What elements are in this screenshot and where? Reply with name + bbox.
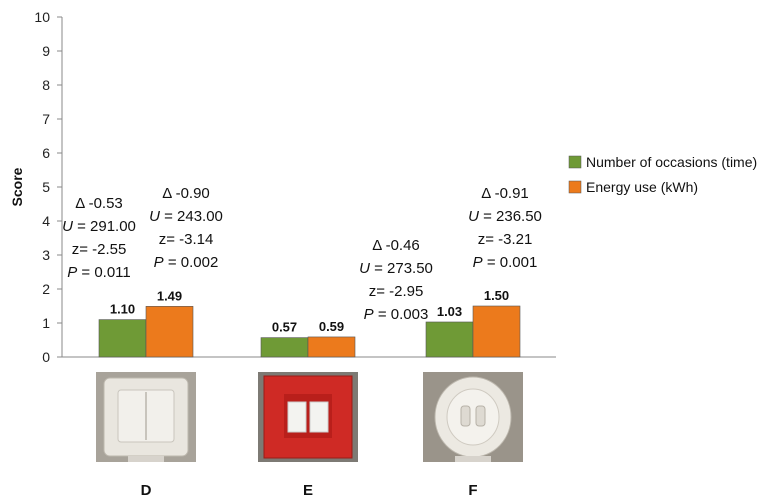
- category-label-D: D: [141, 482, 152, 499]
- switch-photos: [96, 372, 523, 462]
- bar-value-label: 1.50: [484, 288, 509, 303]
- category-labels: D E F: [141, 482, 478, 499]
- stat-line: z= -2.95: [369, 283, 424, 300]
- legend-swatch: [568, 155, 582, 169]
- stat-line: U = 243.00: [149, 208, 223, 225]
- bar-D-occasions: [98, 319, 147, 358]
- y-tick-label: 8: [42, 77, 50, 93]
- switch-label-strip: [455, 456, 491, 462]
- stat-line: Δ -0.46: [372, 237, 420, 254]
- legend-swatch: [568, 180, 582, 194]
- y-axis-title: Score: [9, 167, 25, 206]
- legend-label: Number of occasions (time): [586, 154, 757, 170]
- bars: 1.10 1.49 0.57 0.59 1.03 1.50: [98, 288, 521, 358]
- y-tick-label: 0: [42, 349, 50, 365]
- bar-value-label: 0.59: [319, 319, 344, 334]
- bar-D-energy: [145, 306, 194, 358]
- stat-line: Δ -0.53: [75, 195, 123, 212]
- y-tick-label: 5: [42, 179, 50, 195]
- stat-line: Δ -0.91: [481, 185, 529, 202]
- y-tick-label: 1: [42, 315, 50, 331]
- bar-value-label: 1.03: [437, 304, 462, 319]
- stat-annotation-F-1: Δ -0.91 U = 236.50 z= -3.21 P = 0.001: [468, 185, 542, 271]
- stat-line: P = 0.002: [154, 254, 219, 271]
- bar-value-label: 0.57: [272, 320, 297, 335]
- bar-F-occasions: [425, 321, 474, 358]
- stat-line: U = 236.50: [468, 208, 542, 225]
- stat-line: U = 273.50: [359, 260, 433, 277]
- stat-line: z= -2.55: [72, 241, 127, 258]
- category-label-E: E: [303, 482, 313, 499]
- stat-line: z= -3.21: [478, 231, 533, 248]
- bar-E-energy: [307, 336, 356, 358]
- y-tick-label: 10: [34, 9, 50, 25]
- bar-value-label: 1.10: [110, 302, 135, 317]
- y-tick-label: 3: [42, 247, 50, 263]
- double-rocker-switch-red-photo: [258, 372, 358, 462]
- left-toggle: [460, 405, 471, 427]
- stat-line: z= -3.14: [159, 231, 214, 248]
- stat-annotation-F-0: Δ -0.46 U = 273.50 z= -2.95 P = 0.003: [359, 237, 433, 323]
- right-toggle: [475, 405, 486, 427]
- round-switch-inner: [446, 388, 500, 446]
- left-rocker: [287, 401, 307, 433]
- stat-line: U = 291.00: [62, 218, 136, 235]
- stat-annotation-D-0: Δ -0.53 U = 291.00 z= -2.55 P = 0.011: [62, 195, 136, 281]
- stat-line: P = 0.003: [364, 306, 429, 323]
- stat-annotations: Δ -0.53 U = 291.00 z= -2.55 P = 0.011 Δ -0.9…: [62, 185, 542, 323]
- y-tick-label: 4: [42, 213, 50, 229]
- bar-value-label: 1.49: [157, 288, 182, 303]
- stat-line: P = 0.011: [67, 264, 131, 281]
- right-rocker: [309, 401, 329, 433]
- legend-label: Energy use (kWh): [586, 179, 698, 195]
- legend: Number of occasions (time) Energy use (kW…: [568, 154, 757, 195]
- stat-line: P = 0.001: [473, 254, 538, 271]
- y-tick-label: 9: [42, 43, 50, 59]
- stat-annotation-D-1: Δ -0.90 U = 243.00 z= -3.14 P = 0.002: [149, 185, 223, 271]
- stat-line: Δ -0.90: [162, 185, 210, 202]
- y-tick-label: 7: [42, 111, 50, 127]
- round-double-switch-white-photo: [423, 372, 523, 462]
- bar-F-energy: [472, 305, 521, 358]
- switch-label-strip: [128, 456, 164, 462]
- y-tick-label: 6: [42, 145, 50, 161]
- double-rocker-switch-white-photo: [96, 372, 196, 462]
- category-label-F: F: [468, 482, 477, 499]
- bar-E-occasions: [260, 337, 309, 358]
- y-tick-label: 2: [42, 281, 50, 297]
